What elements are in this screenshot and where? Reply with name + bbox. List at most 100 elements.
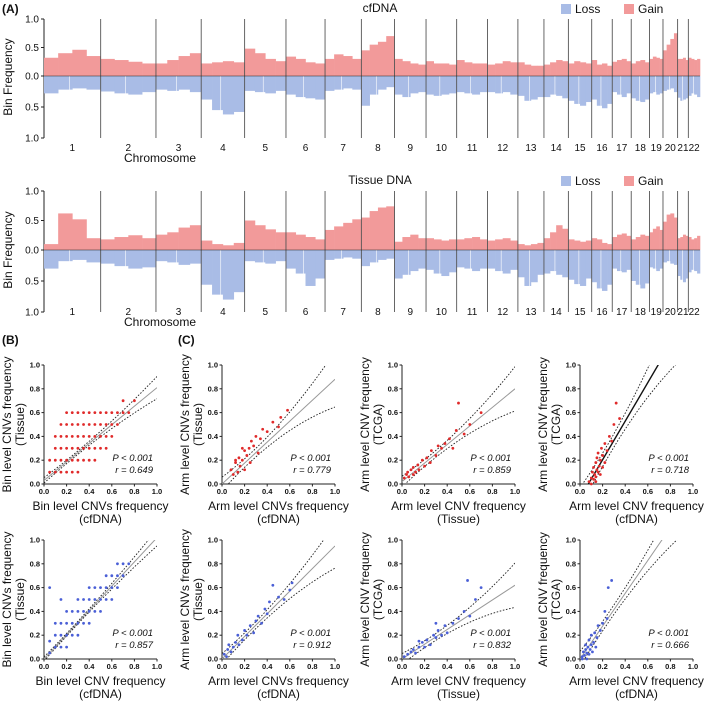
scatter-loss-c3-point (593, 631, 597, 635)
genome1-loss-bar (464, 250, 473, 269)
genome0-loss-bar (44, 76, 59, 94)
genome0-loss-bar (233, 76, 245, 112)
scatter-loss-b-point (70, 621, 74, 625)
genome0-loss-bar (666, 76, 671, 90)
scatter-loss-c3-point (589, 643, 593, 647)
genome0-loss-bar (562, 76, 569, 99)
genome0-gain-bar (580, 62, 587, 76)
tissue-legend-loss-swatch (561, 176, 571, 186)
genome1-gain-bar (426, 238, 434, 250)
genome1-loss-bar (680, 250, 684, 280)
cfdna-legend-loss-label: Loss (575, 2, 600, 16)
genome1-gain-bar (72, 219, 87, 250)
scatter-loss-c3-ytick-label: 0.2 (566, 631, 576, 640)
scatter-gain-b-point (104, 435, 108, 438)
genome0-loss-bar (644, 76, 650, 100)
scatter-loss-c3-yaxis-label: Arm level CNV frequency(TCGA) (536, 532, 563, 667)
scatter-gain-c3: 0.00.0 0.2 0.2 0.4 0.4 0.6 0.6 0.8 0.8 1.0 1.0 P < … (536, 357, 704, 526)
scatter-gain-c3-point (618, 417, 621, 420)
genome0-gain-bar (352, 58, 362, 76)
genome1-loss-bar (682, 250, 686, 283)
genome1-loss-bar (495, 250, 503, 272)
scatter-loss-c2-ytick-label: 0.0 (388, 655, 398, 664)
scatter-gain-b-point (87, 411, 91, 414)
scatter-loss-c3-point (584, 643, 588, 647)
scatter-gain-c1-point (271, 420, 275, 424)
scatter-gain-c1-point (279, 415, 283, 419)
genome1-loss-bar (621, 250, 627, 273)
scatter-loss-b-point (93, 598, 97, 601)
genome0-gain-bar (369, 44, 379, 76)
panel-label-a: (A) (2, 2, 19, 16)
scatter-loss-c1-ytick-label: 0.8 (208, 559, 218, 568)
genome0-gain-bar (315, 63, 326, 76)
genome0-chromosome-label: 13 (525, 143, 537, 154)
genome0-gain-bar (334, 54, 344, 76)
scatter-loss-c3-point (588, 648, 592, 651)
scatter-gain-b-p-value: P < 0.001 (112, 453, 153, 464)
genome1-ytick-label: 0.5 (25, 216, 39, 227)
genome1-chromosome-label: 5 (263, 307, 269, 318)
genome1-loss-bar (212, 250, 224, 295)
scatter-gain-b-r-value: r = 0.649 (115, 465, 153, 476)
scatter-gain-b-point (76, 446, 80, 450)
scatter-gain-c3-point (598, 458, 602, 462)
scatter-gain-c2-point (440, 446, 443, 450)
genome1-gain-bar (550, 232, 557, 250)
scatter-gain-c3-point (595, 468, 599, 472)
genome1-loss-bar (688, 250, 692, 273)
genome1-loss-bar (487, 250, 496, 269)
genome0-gain-bar (688, 57, 692, 76)
genome1-loss-bar (472, 250, 481, 272)
scatter-gain-c3-point (594, 475, 598, 479)
scatter-gain-b-point (53, 446, 57, 450)
genome0-loss-bar (142, 76, 157, 93)
genome1-loss-bar (601, 250, 608, 291)
scatter-loss-b: 0.00.0 0.2 0.2 0.4 0.4 0.6 0.6 0.8 0.8 1.0 1.0 P < … (0, 531, 166, 701)
scatter-loss-b-point (93, 610, 97, 613)
scatter-gain-c1-ytick-label: 0.8 (208, 384, 218, 393)
genome1-loss-bar (644, 250, 650, 284)
scatter-gain-b-xtick-label: 0.8 (129, 487, 139, 496)
scatter-loss-c1-point (229, 650, 233, 654)
scatter-gain-c3-point (593, 473, 597, 476)
scatter-loss-c2-point (406, 652, 410, 656)
scatter-gain-b-point (82, 446, 85, 450)
genome1-gain-bar (530, 244, 538, 250)
scatter-loss-b-point (116, 562, 119, 566)
scatter-gain-b-point (110, 411, 114, 414)
genome0-loss-bar (601, 76, 608, 109)
genome0-gain-bar (543, 64, 551, 76)
scatter-gain-b-point (70, 458, 74, 462)
scatter-loss-c3-r-value: r = 0.666 (651, 640, 689, 651)
genome0-gain-bar (343, 56, 353, 76)
genome0-gain-bar (537, 65, 545, 76)
genome0-loss-bar (680, 76, 684, 101)
genome0-gain-bar (612, 61, 618, 76)
scatter-loss-b-ytick-label: 0.2 (30, 631, 40, 640)
scatter-gain-c3-point (592, 465, 595, 469)
scatter-loss-c2-point (436, 629, 440, 632)
scatter-gain-c2-fit-line (402, 388, 515, 483)
scatter-gain-c1-ci-upper (222, 365, 327, 478)
scatter-gain-c2-point (443, 442, 447, 445)
cfdna-chart-title: cfDNA (363, 1, 398, 15)
scatter-gain-b-ytick-label: 0.6 (30, 408, 40, 417)
genome1-chromosome-label: 21 (677, 307, 689, 318)
scatter-loss-c2-yaxis-label: Arm level CNV frequency(TCGA) (358, 532, 385, 667)
scatter-loss-b-point (59, 621, 63, 625)
scatter-plots: 0.00.00.20.20.40.40.60.60.80.81.01.0P < … (0, 354, 704, 701)
genome1-gain-bar (254, 225, 266, 250)
scatter-gain-c3-point (598, 473, 602, 476)
genome1-gain-bar (456, 239, 465, 250)
genome0-gain-bar (441, 63, 450, 76)
scatter-loss-b-xtick-label: 0.0 (39, 662, 49, 671)
scatter-loss-c1-fit-line (222, 545, 335, 659)
genome0-gain-bar (649, 58, 654, 76)
scatter-gain-b-point (116, 423, 119, 426)
genome1-loss-bar (612, 250, 618, 269)
scatter-loss-b-point (87, 586, 91, 589)
scatter-gain-c2-point (420, 458, 424, 462)
scatter-loss-c1-ytick-label: 0.2 (208, 631, 218, 640)
cfdna-legend-loss-swatch (561, 4, 571, 14)
